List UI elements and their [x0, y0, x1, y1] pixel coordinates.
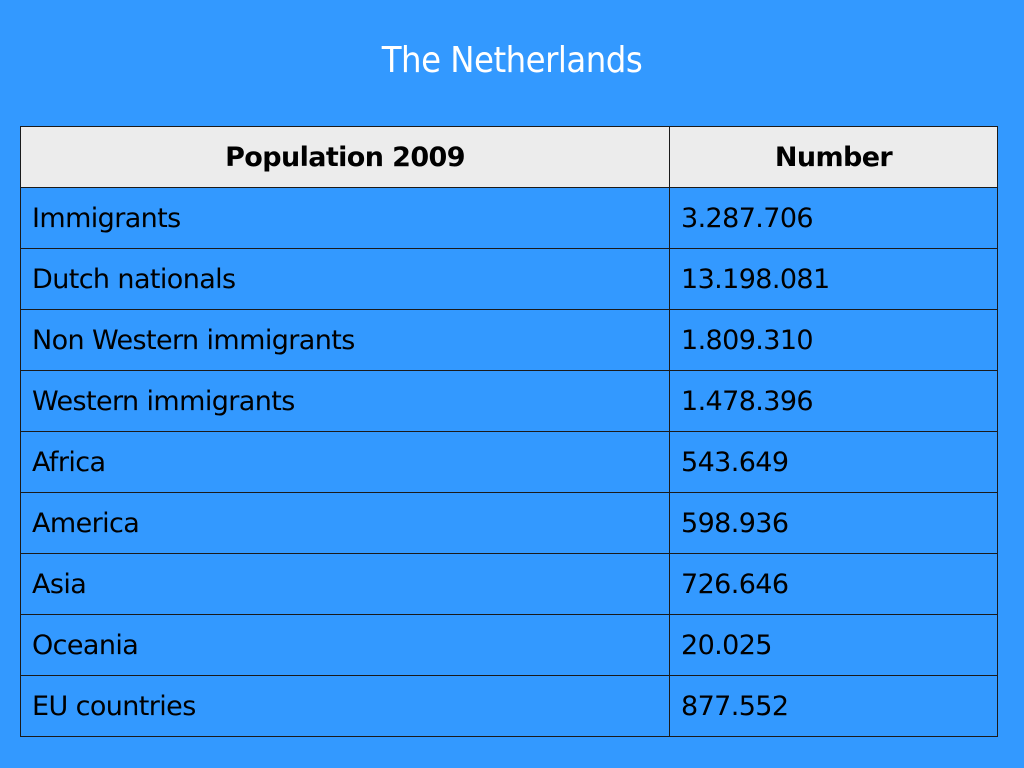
column-header-population: Population 2009 [20, 126, 670, 188]
population-table: Population 2009 Number Immigrants 3.287.… [20, 126, 998, 737]
row-value: 20.025 [669, 614, 998, 676]
row-label: Dutch nationals [20, 248, 670, 310]
table-row: Immigrants 3.287.706 [20, 187, 998, 249]
row-label: EU countries [20, 675, 670, 737]
row-value: 1.809.310 [669, 309, 998, 371]
row-label: Non Western immigrants [20, 309, 670, 371]
table-row: Dutch nationals 13.198.081 [20, 248, 998, 310]
table-row: EU countries 877.552 [20, 675, 998, 737]
table-row: Oceania 20.025 [20, 614, 998, 676]
slide-title: The Netherlands [381, 40, 643, 81]
row-value: 1.478.396 [669, 370, 998, 432]
table-row: Africa 543.649 [20, 431, 998, 493]
table-row: Asia 726.646 [20, 553, 998, 615]
column-header-number: Number [669, 126, 998, 188]
row-label: Oceania [20, 614, 670, 676]
row-label: Africa [20, 431, 670, 493]
row-value: 3.287.706 [669, 187, 998, 249]
row-label: Asia [20, 553, 670, 615]
table-row: Non Western immigrants 1.809.310 [20, 309, 998, 371]
row-value: 877.552 [669, 675, 998, 737]
row-value: 598.936 [669, 492, 998, 554]
row-label: America [20, 492, 670, 554]
table-row: Western immigrants 1.478.396 [20, 370, 998, 432]
row-value: 726.646 [669, 553, 998, 615]
row-label: Western immigrants [20, 370, 670, 432]
table-header-row: Population 2009 Number [20, 126, 998, 188]
row-value: 543.649 [669, 431, 998, 493]
row-value: 13.198.081 [669, 248, 998, 310]
row-label: Immigrants [20, 187, 670, 249]
table-row: America 598.936 [20, 492, 998, 554]
